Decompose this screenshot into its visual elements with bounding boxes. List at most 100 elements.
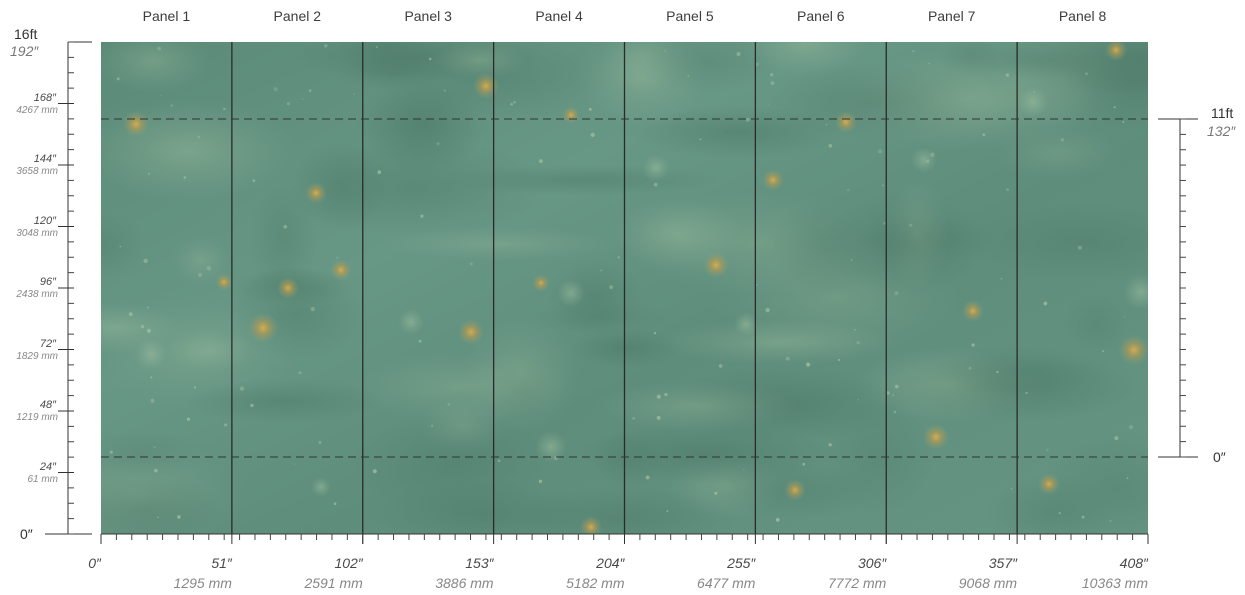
pale-spot: [311, 477, 331, 497]
gold-spot: [835, 111, 857, 133]
texture-speck: [420, 214, 424, 218]
texture-speck: [1058, 512, 1061, 515]
panel-label-8: Panel 8: [1058, 8, 1107, 24]
texture-speck: [928, 62, 930, 65]
texture-blob: [594, 381, 800, 432]
bottom-ruler-mm-label: 7772 mm: [827, 575, 887, 591]
texture-speck: [150, 398, 155, 403]
left-ruler-mm-label: 3048 mm: [16, 227, 58, 239]
gold-spot: [457, 318, 485, 346]
bottom-ruler-mm-label: 3886 mm: [435, 575, 494, 591]
texture-speck: [186, 417, 191, 421]
gold-spot: [305, 182, 327, 204]
right-ruler-bottom-label: 0″: [1213, 449, 1226, 465]
texture-speck: [756, 284, 758, 286]
texture-speck: [645, 475, 650, 480]
texture-speck: [469, 262, 473, 266]
texture-speck: [745, 117, 750, 122]
bottom-ruler-inch-label: 204″: [596, 555, 625, 571]
texture-speck: [736, 51, 741, 57]
panel-label-5: Panel 5: [666, 8, 714, 24]
bottom-ruler-mm-label: 9068 mm: [958, 575, 1018, 591]
texture-speck: [183, 176, 187, 179]
left-ruler-mm-label: 61 mm: [27, 473, 58, 485]
panel-label-6: Panel 6: [797, 8, 845, 24]
texture-blob: [101, 438, 249, 534]
texture-speck: [153, 468, 158, 473]
pale-spot: [398, 309, 424, 335]
texture-speck: [600, 269, 602, 272]
gold-spot: [532, 274, 550, 292]
pale-spot: [911, 147, 937, 173]
texture-speck: [310, 306, 315, 312]
texture-speck: [376, 46, 378, 48]
texture-speck: [153, 446, 156, 449]
pale-spot: [642, 154, 670, 182]
texture-blob: [771, 198, 876, 294]
gold-spot: [962, 300, 984, 322]
texture-speck: [1085, 72, 1088, 76]
texture-speck: [224, 423, 228, 427]
texture-blob: [183, 379, 385, 424]
left-ruler-inch-label: 144″: [33, 153, 56, 165]
gold-spot: [1118, 334, 1148, 366]
texture-blob: [432, 42, 528, 79]
texture-speck: [892, 394, 895, 396]
texture-blob: [972, 45, 1100, 78]
texture-speck: [609, 285, 613, 290]
texture-speck: [1046, 448, 1049, 451]
pale-spot: [1018, 87, 1048, 117]
left-ruler-inch-label: 120″: [33, 214, 56, 227]
texture-speck: [1109, 520, 1112, 522]
texture-speck: [177, 515, 181, 519]
texture-speck: [324, 44, 328, 48]
gold-spot: [580, 516, 602, 534]
right-ruler: [1158, 118, 1198, 458]
texture-speck: [770, 81, 775, 85]
texture-blob: [888, 355, 1141, 422]
texture-speck: [429, 57, 432, 61]
texture-speck: [143, 258, 148, 263]
texture-speck: [1128, 425, 1134, 430]
texture-speck: [850, 259, 853, 261]
texture-blob: [1062, 293, 1131, 356]
left-ruler-bottom-label: 0″: [20, 526, 33, 542]
texture-blob: [460, 314, 581, 434]
texture-speck: [1113, 106, 1116, 109]
texture-speck: [770, 73, 774, 77]
texture-speck: [239, 386, 245, 391]
texture-speck: [447, 403, 451, 406]
gold-spot: [122, 110, 150, 138]
texture-speck: [617, 256, 620, 259]
texture-speck: [894, 384, 899, 389]
texture-speck: [377, 170, 382, 174]
wallpaper-texture: [101, 42, 1148, 534]
texture-speck: [656, 415, 661, 420]
pale-spot: [535, 431, 567, 463]
texture-blob: [352, 411, 554, 515]
texture-blob: [764, 62, 989, 140]
bottom-ruler-inch-label: 0″: [88, 555, 101, 571]
texture-speck: [1081, 515, 1085, 519]
left-ruler-mm-label: 4267 mm: [16, 104, 58, 116]
right-ruler-top-ft: 11ft: [1211, 105, 1234, 121]
texture-speck: [664, 49, 667, 52]
texture-speck: [119, 245, 122, 248]
gold-spot: [215, 273, 233, 291]
left-ruler-mm-label: 1219 mm: [16, 412, 58, 423]
texture-blob: [635, 42, 783, 93]
left-ruler-inch-label: 96″: [39, 276, 56, 288]
texture-speck: [1114, 436, 1119, 441]
texture-speck: [1102, 350, 1104, 353]
texture-speck: [283, 224, 288, 229]
texture-speck: [146, 328, 152, 333]
texture-speck: [893, 410, 897, 414]
texture-speck: [170, 104, 173, 107]
texture-speck: [336, 256, 339, 259]
texture-speck: [968, 366, 972, 370]
texture-speck: [699, 138, 702, 141]
texture-blob: [380, 226, 621, 262]
texture-speck: [308, 89, 312, 92]
wallpaper-surface: [101, 42, 1148, 534]
